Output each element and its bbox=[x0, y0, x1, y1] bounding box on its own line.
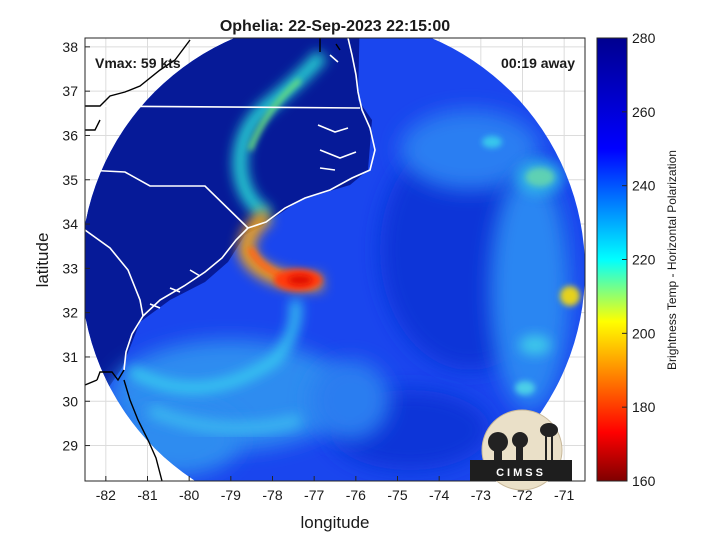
light-blue-region bbox=[400, 110, 540, 190]
x-tick-label: -72 bbox=[512, 487, 532, 503]
y-tick-label: 37 bbox=[62, 83, 78, 99]
colorbar-tick-label: 260 bbox=[632, 104, 656, 120]
state-border bbox=[85, 39, 191, 107]
y-axis-label: latitude bbox=[33, 233, 52, 288]
light-blue-region bbox=[490, 170, 570, 410]
colorbar-label: Brightness Temp - Horizontal Polarizatio… bbox=[665, 150, 679, 370]
state-border bbox=[85, 119, 101, 131]
colorbar-tick-label: 220 bbox=[632, 252, 656, 268]
outer-band bbox=[147, 404, 302, 434]
cimss-logo: CIMSS bbox=[470, 409, 572, 491]
y-axis: 29 30 31 32 33 34 35 36 37 38 bbox=[62, 39, 90, 454]
y-tick-label: 36 bbox=[62, 127, 78, 143]
coastline-overlay bbox=[85, 38, 376, 481]
y-tick-label: 32 bbox=[62, 305, 78, 321]
colorbar-tick-label: 180 bbox=[632, 399, 656, 415]
light-blue-region bbox=[310, 360, 390, 440]
sound-shore bbox=[317, 54, 357, 171]
coastline bbox=[96, 369, 125, 382]
east-convection bbox=[560, 286, 580, 306]
x-tick-label: -71 bbox=[554, 487, 574, 503]
vmax-annotation: Vmax: 59 kts bbox=[95, 55, 181, 71]
y-tick-label: 29 bbox=[62, 438, 78, 454]
x-tick-label: -80 bbox=[179, 487, 199, 503]
axes-frame bbox=[84, 37, 586, 482]
east-convection bbox=[519, 335, 551, 355]
chart-title: Ophelia: 22-Sep-2023 22:15:00 bbox=[220, 18, 450, 35]
x-tick-label: -81 bbox=[137, 487, 157, 503]
satellite-dish bbox=[488, 432, 508, 452]
y-tick-label: 38 bbox=[62, 39, 78, 55]
y-tick-label: 35 bbox=[62, 172, 78, 188]
state-border bbox=[85, 169, 249, 229]
state-border bbox=[85, 229, 144, 317]
y-tick-label: 33 bbox=[62, 260, 78, 276]
state-border bbox=[85, 379, 98, 386]
colorbar-tick-label: 200 bbox=[632, 325, 656, 341]
y-tick-label: 31 bbox=[62, 349, 78, 365]
land-region bbox=[85, 38, 372, 420]
estuary bbox=[149, 269, 201, 309]
coastline bbox=[123, 379, 163, 481]
x-axis-label: longitude bbox=[300, 513, 369, 532]
northern-rain-band bbox=[247, 78, 302, 151]
x-axis: -82 -81 -80 -79 -78 -77 -76 -75 -74 -73 -72 -71 bbox=[96, 476, 574, 503]
x-tick-label: -76 bbox=[346, 487, 366, 503]
x-tick-label: -82 bbox=[96, 487, 116, 503]
x-tick-label: -74 bbox=[429, 487, 449, 503]
x-tick-label: -78 bbox=[262, 487, 282, 503]
x-tick-label: -77 bbox=[304, 487, 324, 503]
x-tick-label: -73 bbox=[471, 487, 491, 503]
coastline bbox=[319, 38, 341, 52]
heatmap-swath bbox=[85, 38, 585, 481]
y-tick-label: 34 bbox=[62, 216, 78, 232]
outer-band bbox=[127, 299, 301, 393]
colorbar-tick-label: 240 bbox=[632, 178, 656, 194]
east-convection bbox=[482, 136, 502, 148]
storm-core bbox=[288, 275, 312, 285]
east-convection bbox=[516, 159, 564, 195]
water-tower bbox=[540, 423, 558, 437]
colorbar-tick-label: 160 bbox=[632, 473, 656, 489]
colorbar-ticks: 160 180 200 220 240 260 280 bbox=[622, 30, 656, 489]
time-offset-annotation: 00:19 away bbox=[501, 55, 575, 71]
x-tick-label: -75 bbox=[387, 487, 407, 503]
y-tick-label: 30 bbox=[62, 393, 78, 409]
east-convection bbox=[515, 381, 535, 395]
logo-text: CIMSS bbox=[496, 467, 546, 479]
x-tick-label: -79 bbox=[221, 487, 241, 503]
state-border bbox=[85, 105, 361, 109]
colorbar-tick-label: 280 bbox=[632, 30, 656, 46]
